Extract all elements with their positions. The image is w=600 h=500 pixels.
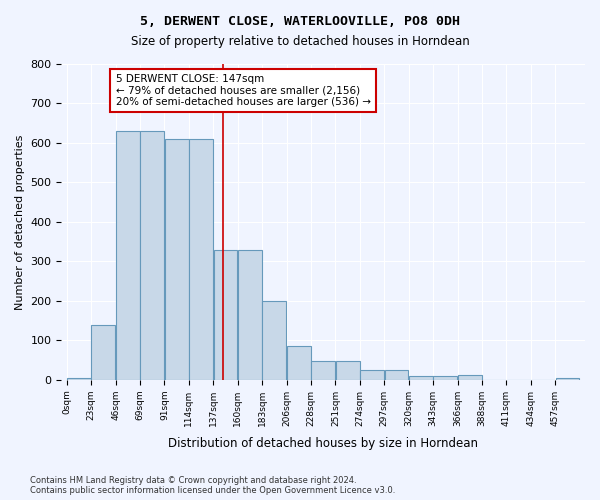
Y-axis label: Number of detached properties: Number of detached properties [15, 134, 25, 310]
Bar [409, 376, 433, 380]
Bar [91, 324, 115, 380]
Bar [262, 301, 286, 380]
Bar [335, 361, 359, 380]
X-axis label: Distribution of detached houses by size in Horndean: Distribution of detached houses by size … [168, 437, 478, 450]
Bar [164, 139, 188, 380]
Bar [287, 346, 311, 380]
Bar [556, 378, 580, 380]
Text: Contains HM Land Registry data © Crown copyright and database right 2024.
Contai: Contains HM Land Registry data © Crown c… [30, 476, 395, 495]
Text: Size of property relative to detached houses in Horndean: Size of property relative to detached ho… [131, 35, 469, 48]
Bar [311, 361, 335, 380]
Bar [214, 250, 238, 380]
Text: 5 DERWENT CLOSE: 147sqm
← 79% of detached houses are smaller (2,156)
20% of semi: 5 DERWENT CLOSE: 147sqm ← 79% of detache… [116, 74, 371, 107]
Bar [67, 378, 91, 380]
Bar [458, 374, 482, 380]
Bar [140, 131, 164, 380]
Bar [433, 376, 457, 380]
Bar [360, 370, 384, 380]
Bar [116, 131, 140, 380]
Bar [238, 250, 262, 380]
Text: 5, DERWENT CLOSE, WATERLOOVILLE, PO8 0DH: 5, DERWENT CLOSE, WATERLOOVILLE, PO8 0DH [140, 15, 460, 28]
Bar [189, 139, 213, 380]
Bar [385, 370, 409, 380]
